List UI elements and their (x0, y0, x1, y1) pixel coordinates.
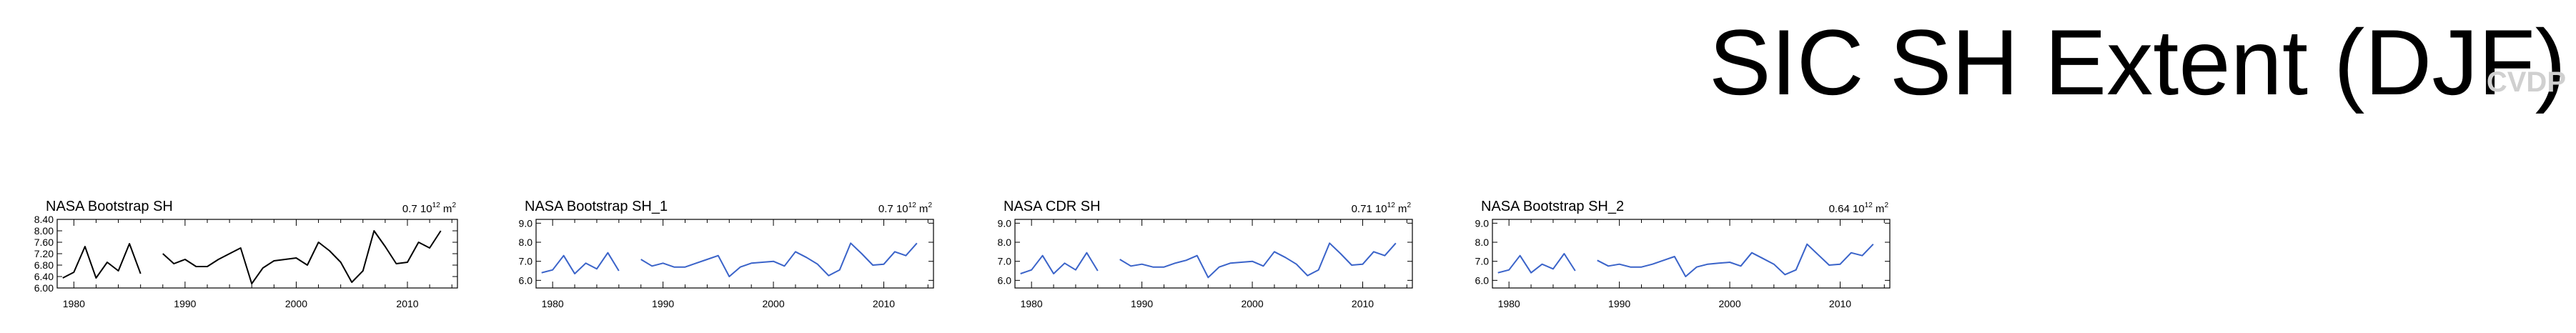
std-value: 0.7 10 (878, 203, 908, 215)
series-line (541, 252, 620, 274)
unit-exponent: 12 (1865, 202, 1873, 209)
panel-title: NASA Bootstrap SH (46, 199, 173, 214)
x-tick-label: 2010 (1829, 298, 1851, 309)
y-tick-label: 6.40 (34, 271, 54, 282)
unit-tail: m (1873, 203, 1885, 215)
plot-frame (1014, 219, 1413, 289)
unit-tail: m (440, 203, 452, 215)
x-tick-label: 1980 (1021, 298, 1043, 309)
series-line (1020, 252, 1099, 274)
unit-tail-exponent: 2 (1884, 202, 1888, 209)
x-tick-label: 2010 (1352, 298, 1374, 309)
unit-exponent: 12 (908, 202, 917, 209)
unit-tail: m (1395, 203, 1407, 215)
series-line (1119, 242, 1397, 279)
chart-panel-1: NASA Bootstrap SH 0.7 1012 m2 6.006.406.80… (34, 199, 458, 309)
x-tick-label: 1980 (63, 298, 85, 309)
x-tick-label: 2000 (1241, 298, 1263, 309)
x-tick-label: 1990 (652, 298, 674, 309)
y-tick-label: 6.00 (34, 282, 54, 294)
unit-tail-exponent: 2 (928, 202, 932, 209)
chart-panel-2: NASA Bootstrap SH_1 0.7 1012 m2 6.0 7.0 8.0 9… (519, 199, 934, 309)
y-tick-label: 6.0 (998, 274, 1012, 286)
unit-tail-exponent: 2 (452, 202, 456, 209)
x-tick-label: 2010 (873, 298, 895, 309)
chart-panel-4: NASA Bootstrap SH_2 0.64 1012 m2 6.0 7.0 8.0… (1475, 199, 1891, 309)
std-annotation: 0.64 1012 m2 (1829, 202, 1889, 215)
std-annotation: 0.7 1012 m2 (878, 202, 933, 215)
x-tick-label: 2010 (396, 298, 418, 309)
series-line (62, 243, 142, 279)
std-value: 0.7 10 (402, 203, 432, 215)
x-tick-label: 1980 (542, 298, 564, 309)
unit-exponent: 12 (1387, 202, 1396, 209)
panels: NASA Bootstrap SH 0.7 1012 m26.006.406.80… (34, 199, 1891, 309)
std-value: 0.71 10 (1352, 203, 1387, 215)
unit-tail: m (916, 203, 928, 215)
y-tick-label: 9.0 (998, 217, 1012, 229)
unit-exponent: 12 (432, 202, 441, 209)
x-tick-label: 2000 (762, 298, 784, 309)
y-tick-label: 8.0 (998, 237, 1012, 248)
y-tick-label: 9.0 (519, 217, 533, 229)
y-tick-label: 6.0 (519, 274, 533, 286)
y-tick-label: 7.0 (998, 256, 1012, 267)
y-tick-label: 8.00 (34, 225, 54, 237)
std-value: 0.64 10 (1829, 203, 1865, 215)
x-tick-label: 2000 (1718, 298, 1740, 309)
panel-title: NASA Bootstrap SH_2 (1481, 199, 1624, 214)
series-line (640, 242, 918, 277)
x-tick-label: 1990 (1608, 298, 1630, 309)
plot-frame (1492, 219, 1891, 289)
x-tick-label: 1990 (174, 298, 196, 309)
x-tick-label: 1990 (1131, 298, 1153, 309)
y-tick-label: 9.0 (1475, 217, 1490, 229)
plot-frame (56, 219, 458, 289)
unit-tail-exponent: 2 (1407, 202, 1411, 209)
chart-panel-3: NASA CDR SH 0.71 1012 m2 6.0 7.0 8.0 9.0 1980 1… (998, 199, 1413, 309)
panel-title: NASA Bootstrap SH_1 (525, 199, 668, 214)
y-tick-label: 7.60 (34, 237, 54, 248)
x-tick-label: 2000 (285, 298, 307, 309)
watermark: CVDP (2487, 66, 2566, 98)
y-tick-label: 6.80 (34, 259, 54, 271)
panel-title: NASA CDR SH (1004, 199, 1101, 214)
y-tick-label: 8.0 (519, 237, 533, 248)
y-tick-label: 7.0 (1475, 256, 1490, 267)
main-title: SIC SH Extent (DJF) (1709, 10, 2566, 114)
std-annotation: 0.71 1012 m2 (1352, 202, 1412, 215)
std-annotation: 0.7 1012 m2 (402, 202, 457, 215)
y-tick-label: 7.20 (34, 248, 54, 259)
plot-frame (535, 219, 934, 289)
y-tick-label: 8.40 (34, 214, 54, 225)
y-tick-label: 8.0 (1475, 237, 1490, 248)
series-line (1497, 253, 1576, 274)
y-tick-label: 6.0 (1475, 274, 1490, 286)
y-tick-label: 7.0 (519, 256, 533, 267)
series-line (162, 230, 442, 284)
x-tick-label: 1980 (1498, 298, 1520, 309)
series-line (1597, 243, 1874, 277)
